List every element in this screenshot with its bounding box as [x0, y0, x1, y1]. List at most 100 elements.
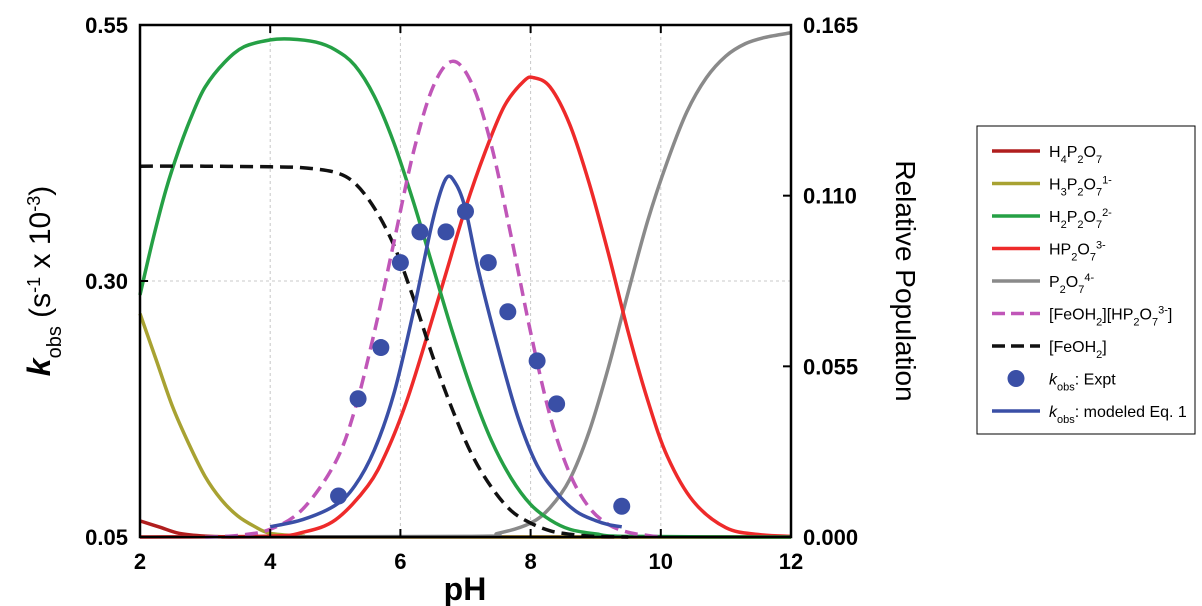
x-tick-label: 4	[264, 549, 277, 574]
expt-point	[349, 390, 367, 408]
legend-label-part: obs	[1057, 414, 1075, 426]
legend-label-hp2o7: HP2O73-	[1049, 240, 1106, 264]
y-right-tick-label: 0.110	[803, 184, 857, 209]
series-line-hp2o7	[139, 75, 792, 539]
series-line-complex	[205, 59, 662, 539]
legend-label-p2o7: P2O74-	[1049, 272, 1094, 296]
expt-point	[411, 223, 429, 241]
legend-label-part: 3	[1061, 187, 1067, 199]
legend-marker-expt	[1007, 370, 1025, 387]
expt-point	[457, 202, 474, 220]
y-left-close: )	[24, 186, 57, 196]
expt-point	[548, 395, 566, 413]
legend-label-part: O	[1066, 274, 1078, 291]
y-right-tick-label: 0.055	[803, 354, 858, 379]
y-axis-right-title: Relative Population	[890, 160, 921, 401]
legend-label-part: O	[1077, 242, 1089, 259]
legend-label-part: H	[1049, 209, 1061, 226]
expt-point	[437, 223, 455, 241]
y-right-tick-label: 0.165	[803, 13, 858, 38]
y-left-tick-label: 0.30	[85, 269, 128, 294]
expt-point	[613, 497, 631, 515]
legend-label-part: [FeOH	[1049, 307, 1096, 324]
y-left-mid: x 10	[24, 212, 57, 277]
series-layer	[138, 31, 792, 539]
legend-label-h2p2o7: H2P2O72-	[1049, 207, 1112, 231]
legend-label-expt: kobs: Expt	[1049, 372, 1116, 394]
legend-label-part: 2	[1096, 317, 1102, 329]
legend-label-part: 2	[1077, 154, 1083, 166]
legend-label-part: H	[1049, 177, 1061, 194]
legend-label-part: H	[1049, 144, 1061, 161]
legend-label-feoh2: [FeOH2]	[1049, 339, 1107, 361]
legend-label-part: P	[1067, 177, 1078, 194]
y-left-sup2: -3	[24, 196, 44, 212]
x-tick-label: 8	[524, 549, 536, 574]
legend-label-part: 1-	[1102, 175, 1112, 187]
legend-label-part: O	[1140, 307, 1152, 324]
series-line-p2o7	[139, 31, 792, 539]
x-axis-title: pH	[444, 571, 487, 606]
y-left-rest: (s	[24, 293, 57, 326]
legend-label-part: P	[1067, 144, 1078, 161]
x-tick-label: 2	[134, 549, 146, 574]
legend-label-part: 2	[1077, 219, 1083, 231]
legend-label-part: : Expt	[1075, 372, 1116, 389]
expt-point	[528, 352, 546, 370]
legend-label-h4p2o7: H4P2O7	[1049, 144, 1102, 166]
x-tick-label: 10	[649, 549, 673, 574]
legend-label-part: : modeled Eq. 1	[1075, 404, 1187, 421]
legend-label-part: 2	[1071, 252, 1077, 264]
legend-label-part: 4	[1061, 154, 1067, 166]
legend-label-part: P	[1049, 274, 1060, 291]
x-tick-label: 6	[394, 549, 406, 574]
legend-label-part: 3-	[1158, 305, 1168, 317]
legend-label-part: 7	[1096, 154, 1102, 166]
legend-label-part: k	[1049, 404, 1058, 421]
series-line-feoh2	[139, 164, 629, 539]
legend-label-complex: [FeOH2][HP2O73-]	[1049, 305, 1172, 329]
legend-label-part: 3-	[1096, 240, 1106, 252]
y-left-sub: obs	[44, 326, 66, 358]
legend-label-part: obs	[1057, 382, 1075, 394]
legend-label-part: O	[1083, 209, 1095, 226]
series-line-model	[269, 174, 623, 529]
legend-label-part: 2-	[1102, 207, 1112, 219]
expt-point	[372, 339, 390, 357]
ticks: 2 4 6 8 10 12 0.05 0.30 0.55 0.000 0.055 0.110 0.165	[85, 13, 858, 574]
legend-label-part: 7	[1152, 317, 1158, 329]
legend-label-part: 2	[1077, 187, 1083, 199]
y-left-tick-label: 0.05	[85, 525, 128, 550]
legend-label-part: 7	[1090, 252, 1096, 264]
legend-label-part: 7	[1078, 284, 1084, 296]
legend-label-h3p2o7: H3P2O71-	[1049, 175, 1112, 199]
y-left-tick-label: 0.55	[85, 13, 128, 38]
legend: H4P2O7H3P2O71-H2P2O72-HP2O73-P2O74-[FeOH…	[976, 125, 1196, 435]
legend-label-part: ]	[1102, 339, 1106, 356]
expt-point	[330, 487, 348, 505]
series-line-h2p2o7	[138, 37, 792, 539]
legend-label-part: O	[1083, 177, 1095, 194]
legend-label-part: 4-	[1084, 272, 1094, 284]
y-left-sup1: -1	[24, 277, 44, 293]
legend-label-part: 2	[1133, 317, 1139, 329]
legend-label-part: ]	[1168, 307, 1172, 324]
legend-label-part: 2	[1061, 219, 1067, 231]
expt-point	[391, 254, 409, 272]
legend-label-part: 7	[1096, 187, 1102, 199]
legend-label-part: 7	[1096, 219, 1102, 231]
legend-label-part: [FeOH	[1049, 339, 1096, 356]
legend-label-part: 2	[1096, 349, 1102, 361]
y-right-tick-label: 0.000	[803, 525, 858, 550]
legend-label-part: P	[1067, 209, 1078, 226]
legend-label-part: k	[1049, 372, 1058, 389]
legend-label-part: ][HP	[1102, 307, 1133, 324]
y-left-k: k	[21, 356, 57, 376]
x-tick-label: 12	[779, 549, 803, 574]
legend-label-part: 2	[1060, 284, 1066, 296]
expt-point	[479, 254, 497, 272]
legend-label-model: kobs: modeled Eq. 1	[1049, 404, 1187, 426]
y-axis-left-title: kobs (s-1 x 10-3)	[21, 186, 66, 376]
expt-point	[499, 303, 517, 321]
legend-label-part: HP	[1049, 242, 1071, 259]
